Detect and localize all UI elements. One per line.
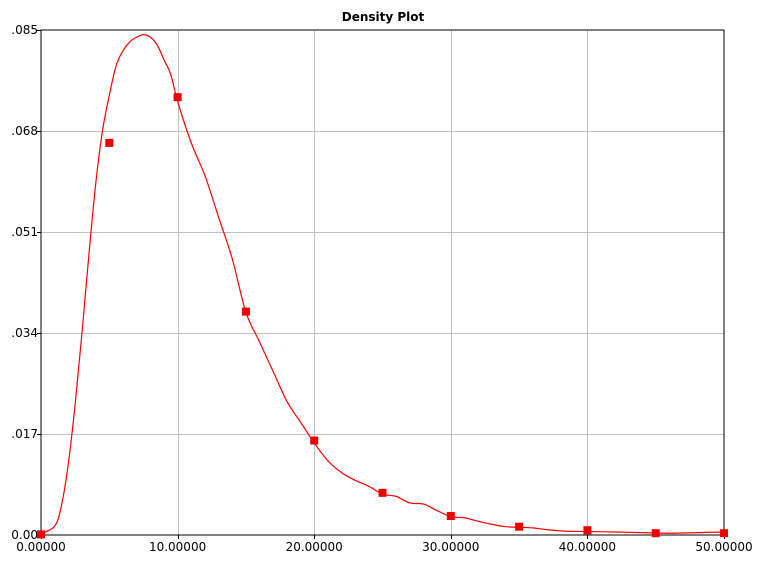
y-tick-label: .017 — [11, 427, 38, 441]
data-point-marker — [515, 522, 524, 531]
data-point-marker — [241, 307, 250, 316]
series-layer — [37, 34, 728, 539]
x-tick-label: 40.00000 — [559, 540, 616, 554]
y-tick-label: .034 — [11, 326, 38, 340]
data-point-marker — [651, 529, 660, 538]
data-point-marker — [583, 526, 592, 535]
data-point-marker — [378, 488, 387, 497]
x-tick-label: 0.00000 — [16, 540, 66, 554]
x-tick-label: 30.00000 — [422, 540, 479, 554]
y-tick-label: .085 — [11, 23, 38, 37]
x-tick-label: 50.00000 — [695, 540, 752, 554]
density-curve-line — [40, 34, 725, 535]
grid-lines — [41, 30, 724, 535]
data-point-marker — [173, 93, 182, 102]
x-tick-label: 10.00000 — [149, 540, 206, 554]
x-tick-label: 20.00000 — [286, 540, 343, 554]
data-point-marker — [720, 529, 728, 538]
y-tick-label: .068 — [11, 124, 38, 138]
data-point-marker — [105, 138, 114, 147]
y-tick-label: .051 — [11, 225, 38, 239]
plot-area-frame — [40, 29, 725, 536]
y-tick-label: 0.00 — [11, 528, 38, 542]
data-point-marker — [37, 530, 45, 539]
chart-title: Density Plot — [342, 10, 425, 24]
axis-ticks: 0.00000 10.00000 20.00000 30.00000 40.00000 5… — [11, 23, 752, 554]
data-point-marker — [310, 436, 319, 445]
data-point-marker — [446, 511, 455, 520]
